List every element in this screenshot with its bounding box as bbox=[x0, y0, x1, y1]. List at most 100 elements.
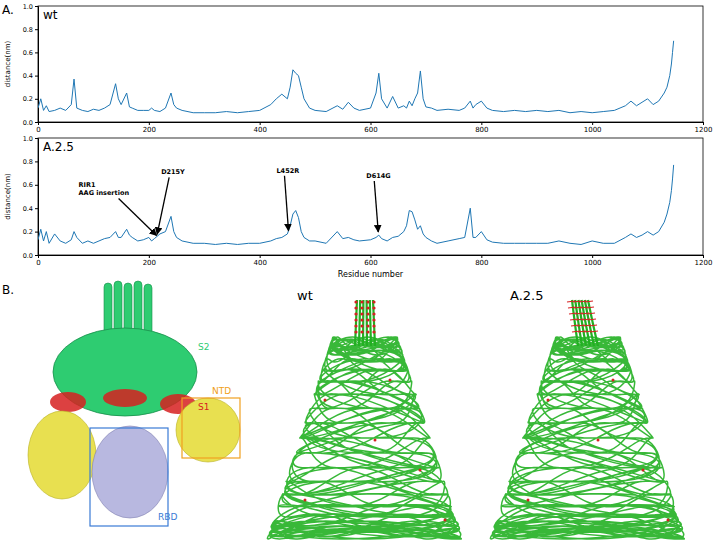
x-tick: 1200 bbox=[695, 122, 713, 134]
y-tick-label: 0.2 bbox=[23, 95, 33, 103]
chart-title: wt bbox=[43, 8, 58, 22]
motion-marker bbox=[444, 519, 447, 522]
annotation-line: D614G bbox=[366, 172, 390, 180]
motion-marker bbox=[304, 499, 307, 502]
plot-frame bbox=[38, 138, 703, 255]
y-tick-label: 1.0 bbox=[23, 3, 33, 11]
x-tick-label: 1200 bbox=[695, 259, 713, 267]
motion-marker bbox=[366, 324, 369, 327]
y-tick-mark bbox=[35, 185, 38, 186]
motion-marker bbox=[372, 306, 375, 309]
x-tick: 200 bbox=[143, 255, 156, 267]
model-title: A.2.5 bbox=[510, 288, 543, 303]
annotation-arrow bbox=[374, 181, 378, 232]
rbd-region bbox=[92, 426, 168, 518]
y-tick-mark bbox=[35, 161, 38, 162]
x-tick: 0 bbox=[36, 255, 40, 267]
y-tick-mark bbox=[35, 52, 38, 53]
annotation: D215Y bbox=[161, 168, 185, 176]
y-tick: 0.6 bbox=[23, 181, 38, 189]
y-tick: 1.0 bbox=[23, 3, 38, 11]
y-tick-label: 0.0 bbox=[23, 252, 33, 260]
x-tick: 800 bbox=[475, 255, 488, 267]
motion-marker bbox=[360, 330, 363, 333]
motion-marker bbox=[588, 319, 596, 320]
motion-marker bbox=[360, 318, 363, 321]
y-tick: 0.8 bbox=[23, 26, 38, 34]
y-axis: 0.0 0.2 0.4 0.6 0.8 1.0 bbox=[23, 3, 39, 127]
motion-marker bbox=[354, 312, 357, 315]
x-tick-label: 1200 bbox=[695, 126, 713, 134]
y-tick-label: 0.6 bbox=[23, 181, 33, 189]
motion-marker bbox=[324, 399, 327, 402]
motion-marker bbox=[372, 330, 375, 333]
x-tick: 1200 bbox=[695, 255, 713, 267]
motion-marker bbox=[527, 499, 530, 502]
motion-marker bbox=[360, 324, 363, 327]
stalk bbox=[373, 300, 375, 346]
annotation-line: D215Y bbox=[161, 168, 185, 176]
x-tick: 400 bbox=[253, 122, 266, 134]
series-line bbox=[38, 165, 674, 245]
y-axis-line bbox=[35, 7, 39, 123]
x-tick-mark bbox=[371, 255, 372, 258]
x-tick: 200 bbox=[143, 122, 156, 134]
annotation: RIR1AAG insertion bbox=[79, 181, 130, 197]
annotation-line: RIR1 bbox=[79, 181, 96, 189]
y-tick: 0.0 bbox=[23, 119, 38, 127]
x-tick-label: 800 bbox=[475, 126, 488, 134]
tube-body bbox=[267, 337, 461, 539]
motion-marker bbox=[547, 399, 550, 402]
motion-marker bbox=[372, 312, 375, 315]
y-tick-mark bbox=[35, 6, 38, 7]
x-tick-label: 0 bbox=[36, 259, 40, 267]
motion-marker bbox=[354, 300, 357, 303]
motion-marker bbox=[366, 318, 369, 321]
y-tick-label: 0.4 bbox=[23, 205, 33, 213]
y-tick-mark bbox=[35, 232, 38, 233]
x-tick-label: 0 bbox=[36, 126, 40, 134]
stalk bbox=[359, 300, 360, 346]
motion-marker bbox=[354, 306, 357, 309]
panel-label: A. bbox=[2, 3, 14, 17]
ntd-region bbox=[176, 398, 240, 462]
annotation-arrow bbox=[157, 177, 169, 234]
motion-marker bbox=[360, 306, 363, 309]
motion-marker bbox=[354, 330, 357, 333]
motion-marker bbox=[354, 324, 357, 327]
y-tick: 0.4 bbox=[23, 72, 38, 80]
motion-marker bbox=[366, 300, 369, 303]
tube-model: wt bbox=[267, 288, 461, 539]
x-tick: 800 bbox=[475, 122, 488, 134]
annotation: L452R bbox=[276, 167, 299, 175]
domain-label: S1 bbox=[198, 402, 209, 412]
motion-marker bbox=[590, 331, 598, 332]
x-axis: 020040060080010001200 bbox=[36, 255, 712, 267]
y-tick-label: 0.2 bbox=[23, 228, 33, 236]
x-axis-title: Residue number bbox=[338, 270, 404, 279]
chart-title: A.2.5 bbox=[43, 140, 74, 154]
y-tick-mark bbox=[35, 99, 38, 100]
y-tick: 0.2 bbox=[23, 228, 38, 236]
motion-marker bbox=[374, 439, 377, 442]
y-tick-mark bbox=[35, 255, 38, 256]
annotation-arrow bbox=[284, 176, 288, 231]
motion-marker bbox=[389, 379, 392, 382]
y-tick: 0.6 bbox=[23, 49, 38, 57]
x-tick-mark bbox=[481, 122, 482, 125]
annotation-line: AAG insertion bbox=[79, 189, 130, 197]
annotation-line: L452R bbox=[276, 167, 299, 175]
y-tick-mark bbox=[35, 29, 38, 30]
motion-marker bbox=[585, 301, 593, 302]
y-tick-label: 1.0 bbox=[23, 135, 33, 143]
y-axis-title: distance(nm) bbox=[4, 41, 12, 88]
stalk bbox=[370, 300, 371, 346]
x-tick-mark bbox=[481, 255, 482, 258]
y-tick: 0.8 bbox=[23, 158, 38, 166]
x-tick: 600 bbox=[364, 255, 377, 267]
rbd-box bbox=[90, 428, 168, 526]
y-tick: 0.0 bbox=[23, 252, 38, 260]
x-tick-mark bbox=[149, 255, 150, 258]
plot-frame bbox=[38, 6, 703, 122]
y-tick-mark bbox=[35, 138, 38, 139]
